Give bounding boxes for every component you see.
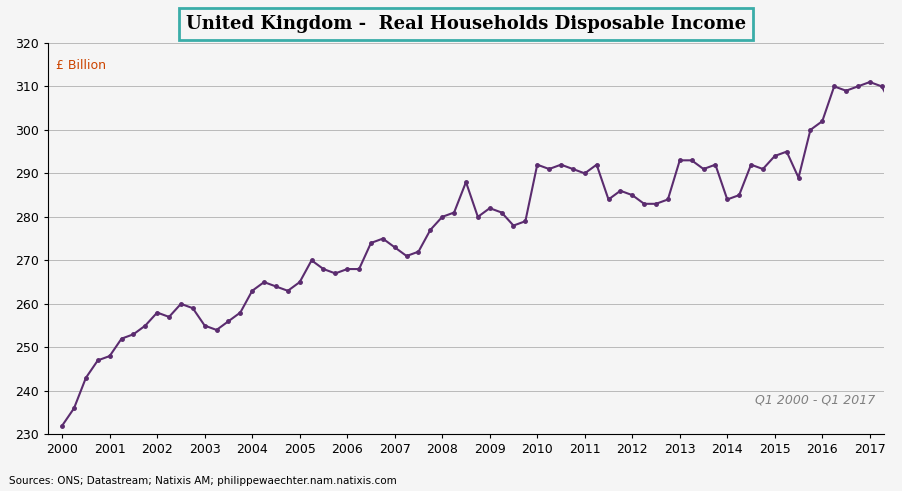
- Title: United Kingdom -  Real Households Disposable Income: United Kingdom - Real Households Disposa…: [186, 15, 745, 33]
- Text: Sources: ONS; Datastream; Natixis AM; philippewaechter.nam.natixis.com: Sources: ONS; Datastream; Natixis AM; ph…: [9, 476, 396, 486]
- Text: Q1 2000 - Q1 2017: Q1 2000 - Q1 2017: [755, 394, 875, 407]
- Text: £ Billion: £ Billion: [56, 58, 106, 72]
